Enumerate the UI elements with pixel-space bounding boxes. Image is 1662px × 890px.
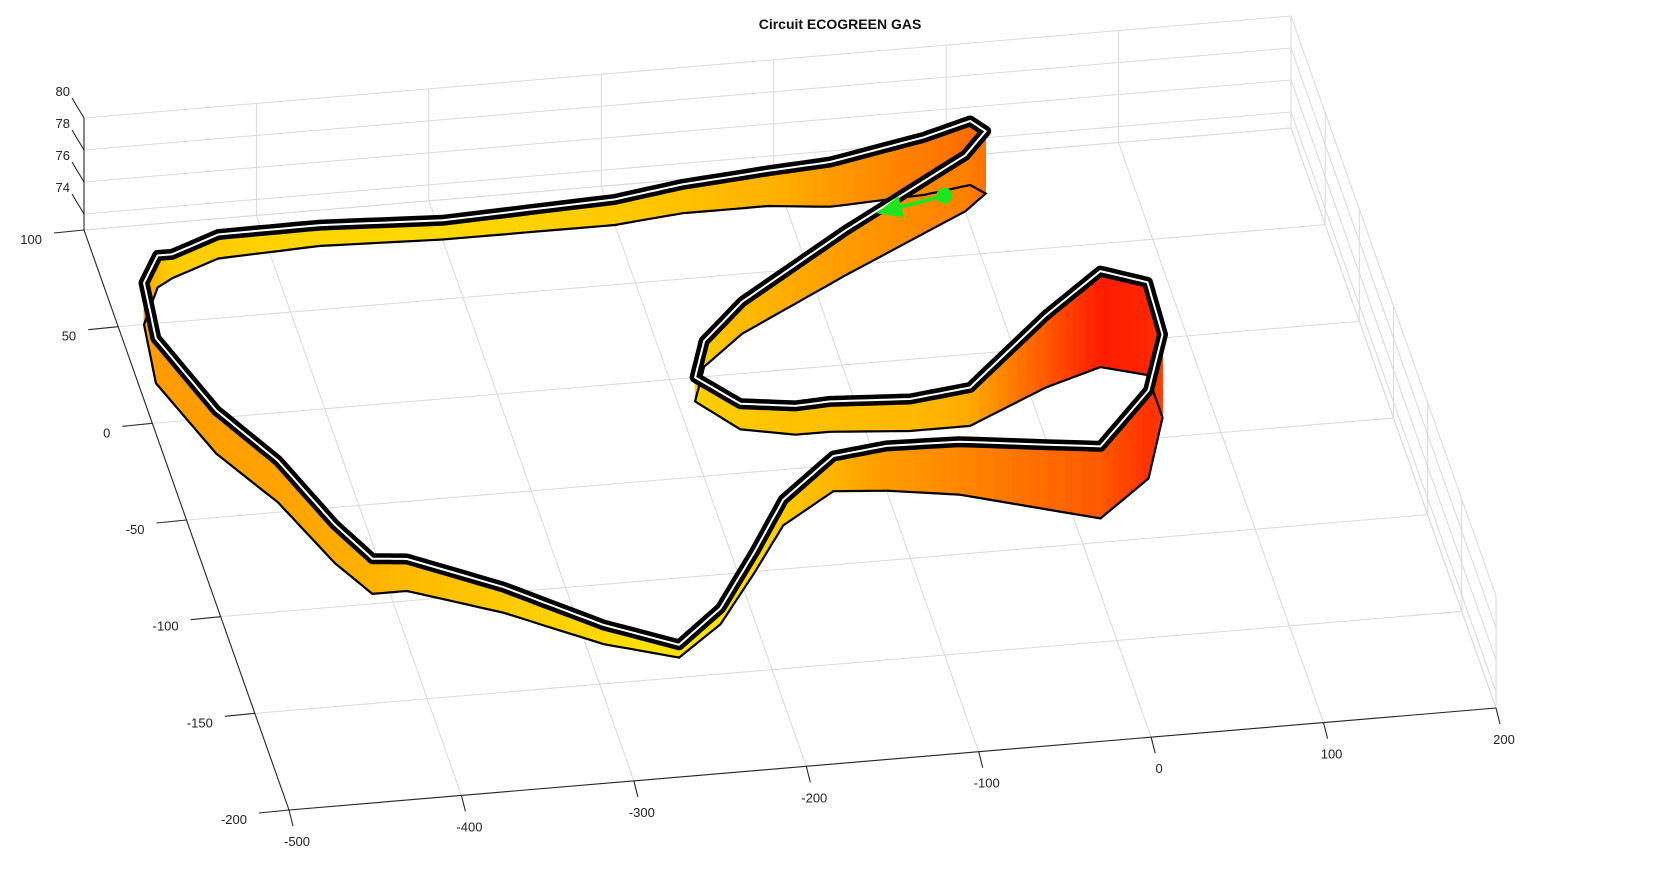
x-tick-mark bbox=[1150, 737, 1156, 754]
position-marker bbox=[876, 187, 953, 218]
grid-line-z-2 bbox=[83, 47, 1497, 629]
y-tick-mark bbox=[122, 422, 153, 427]
wall-segment bbox=[913, 443, 924, 493]
y-tick-mark bbox=[224, 712, 255, 717]
track-line bbox=[138, 115, 1168, 651]
wall-segment bbox=[822, 161, 831, 207]
x-tick-label: -300 bbox=[629, 805, 655, 820]
y-tick-label: -50 bbox=[126, 522, 145, 537]
z-tick-label: 78 bbox=[56, 116, 70, 131]
z-tick-mark bbox=[71, 193, 85, 215]
x-tick-label: -400 bbox=[456, 819, 482, 834]
wall-segment bbox=[1086, 276, 1094, 373]
wall-segment bbox=[904, 444, 914, 493]
wall-segment bbox=[1064, 444, 1084, 516]
x-tick-mark bbox=[460, 795, 466, 812]
z-tick-label: 80 bbox=[56, 84, 70, 99]
x-tick-label: 200 bbox=[1493, 732, 1515, 747]
x-tick-mark bbox=[1323, 722, 1329, 739]
wall-segment bbox=[1011, 443, 1030, 507]
z-tick-label: 74 bbox=[56, 180, 70, 195]
wall-segment bbox=[1123, 276, 1131, 373]
grid-line-y-2 bbox=[220, 514, 1428, 618]
wall-segment bbox=[1058, 298, 1067, 383]
y-tick-mark bbox=[53, 229, 85, 234]
z-tick-label: 76 bbox=[56, 148, 70, 163]
x-tick-mark bbox=[633, 780, 639, 797]
wall-segment bbox=[1135, 279, 1142, 375]
wall-segment bbox=[1117, 274, 1125, 372]
x-tick-label: -100 bbox=[974, 776, 1000, 791]
x-tick-label: -200 bbox=[801, 790, 827, 805]
y-tick-mark bbox=[258, 809, 290, 814]
x-tick-mark bbox=[288, 809, 294, 827]
wall-segment bbox=[922, 442, 933, 494]
wall-segment bbox=[895, 444, 905, 493]
wall-segment bbox=[1072, 287, 1080, 378]
wall-segment bbox=[1051, 303, 1060, 386]
x-tick-label: 100 bbox=[1321, 747, 1343, 762]
x-tick-mark bbox=[978, 751, 984, 768]
x-tick-label: -500 bbox=[284, 834, 310, 849]
wall-segment bbox=[993, 442, 1013, 504]
z-tick-mark bbox=[71, 129, 85, 151]
wall-segment bbox=[886, 445, 896, 492]
x-axis-line bbox=[288, 707, 1497, 811]
wall-segment bbox=[1129, 277, 1136, 374]
marker-arrow-head bbox=[876, 196, 904, 218]
y-tick-label: -200 bbox=[221, 812, 247, 827]
track-centerline bbox=[143, 120, 1164, 646]
wall-segment bbox=[1047, 444, 1066, 513]
wall-segment bbox=[1082, 445, 1101, 519]
x-tick-mark bbox=[805, 766, 811, 783]
wall-segment bbox=[940, 441, 951, 495]
grid-line-y-1 bbox=[254, 610, 1462, 714]
wall-segment bbox=[949, 441, 960, 495]
axes: -500-400-300-200-1000100200-200-150-100-… bbox=[20, 84, 1515, 849]
wall-segment bbox=[1093, 270, 1101, 371]
wall-segment bbox=[814, 162, 824, 208]
wall-segment bbox=[976, 441, 995, 501]
x-tick-mark bbox=[1495, 707, 1501, 725]
y-tick-label: -100 bbox=[153, 619, 179, 634]
y-tick-mark bbox=[156, 519, 187, 524]
grid-lines bbox=[83, 15, 1497, 811]
y-tick-label: 50 bbox=[62, 329, 76, 344]
wall-segment bbox=[1111, 273, 1119, 371]
wall-segment bbox=[958, 441, 977, 498]
marker-dot bbox=[936, 187, 953, 204]
wall-segment bbox=[879, 445, 887, 492]
x-tick-label: 0 bbox=[1156, 761, 1163, 776]
z-tick-mark bbox=[71, 161, 85, 183]
y-tick-label: 0 bbox=[103, 425, 110, 440]
grid-line-y-3 bbox=[186, 417, 1394, 521]
wall-segment bbox=[1065, 292, 1074, 381]
wall-segment bbox=[931, 442, 942, 494]
wall-segment bbox=[1079, 281, 1087, 376]
wall-segment bbox=[1029, 443, 1048, 510]
grid-line-y-5 bbox=[118, 224, 1326, 328]
wall-bottom-edge bbox=[142, 183, 1164, 659]
y-tick-label: 100 bbox=[20, 232, 42, 247]
chart-title: Circuit ECOGREEN GAS bbox=[759, 16, 922, 32]
z-tick-mark bbox=[71, 97, 85, 119]
wall-segment bbox=[1100, 270, 1107, 369]
y-tick-label: -150 bbox=[187, 715, 213, 730]
y-tick-mark bbox=[190, 616, 221, 621]
wall-segment bbox=[1105, 272, 1113, 370]
y-tick-mark bbox=[88, 326, 119, 331]
elevation-walls bbox=[142, 120, 1164, 659]
